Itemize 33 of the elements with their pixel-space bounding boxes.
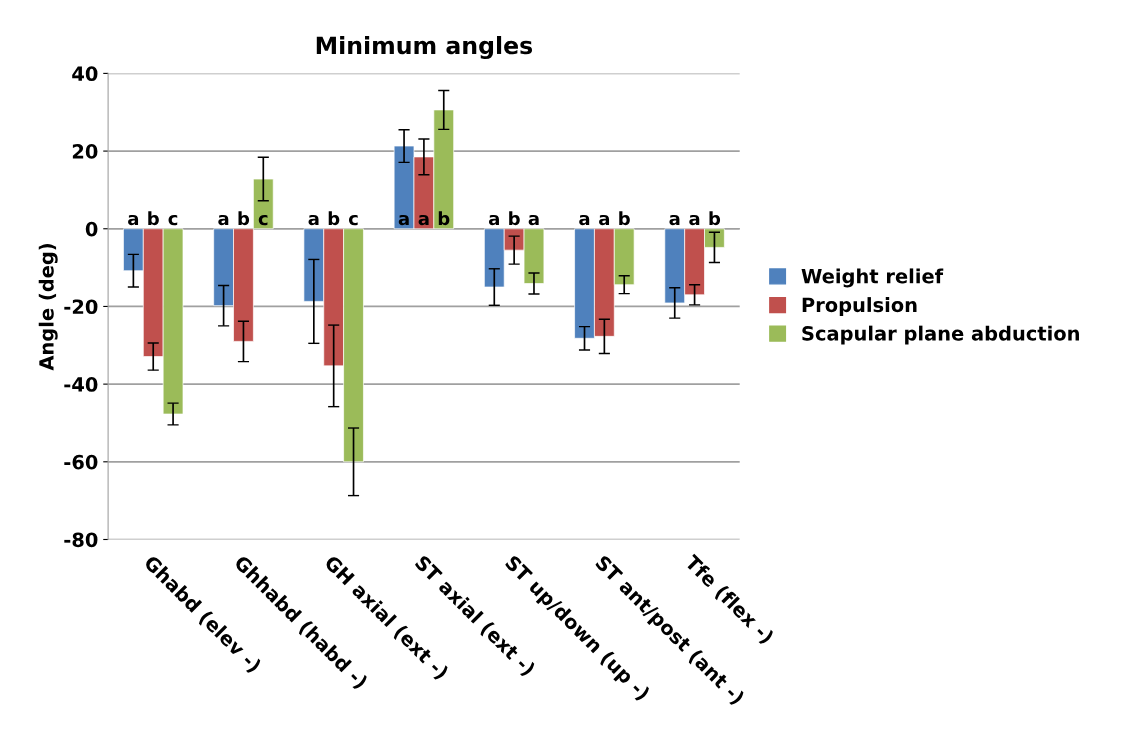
data-label: a (579, 214, 590, 226)
legend-label: Scapular plane abduction (802, 325, 1079, 345)
data-label: b (619, 211, 630, 226)
data-label: b (709, 211, 721, 226)
data-label: b (438, 211, 450, 226)
y-tick-label: -80 (64, 532, 98, 548)
y-tick-label: 40 (72, 66, 98, 82)
data-label: b (238, 211, 250, 226)
chart-title: Minimum angles (316, 36, 533, 60)
data-label: a (488, 214, 499, 226)
y-tick-label: -60 (64, 454, 98, 470)
data-label: c (168, 214, 178, 226)
data-label: a (689, 214, 700, 226)
data-label: b (509, 211, 520, 226)
data-label: a (128, 214, 139, 226)
data-label: a (418, 214, 429, 226)
legend-label: Propulsion (802, 297, 917, 316)
y-tick-label: -40 (64, 377, 98, 392)
data-label: a (599, 214, 610, 226)
y-axis-title: Angle (deg) (38, 244, 58, 371)
data-label: c (348, 214, 358, 226)
data-label: c (258, 214, 268, 226)
data-label: a (528, 214, 539, 226)
data-label: a (218, 214, 229, 226)
data-label: b (328, 211, 340, 226)
legend-label: Weight relief (801, 268, 944, 288)
data-label: a (669, 214, 680, 226)
data-label: b (148, 211, 159, 226)
y-tick-label: -20 (64, 299, 98, 315)
y-tick-label: 0 (85, 221, 98, 237)
data-label: a (398, 214, 409, 226)
y-tick-label: 20 (72, 144, 98, 159)
data-label: a (308, 214, 319, 226)
